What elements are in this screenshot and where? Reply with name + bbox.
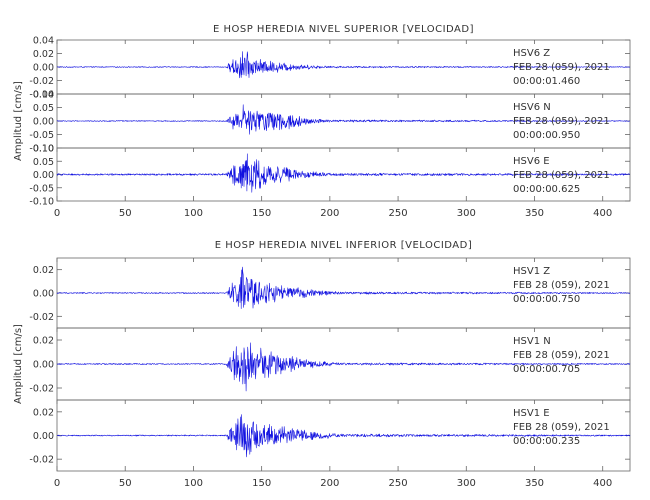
x-tick-label: 250 bbox=[389, 478, 408, 489]
y-axis-label: Amplitud [cm/s] bbox=[13, 81, 24, 161]
x-tick-label: 200 bbox=[320, 478, 339, 489]
y-tick-label: -0.05 bbox=[29, 183, 54, 194]
date-label: FEB 28 (059), 2021 bbox=[513, 116, 610, 127]
y-tick-label: 0.04 bbox=[33, 36, 54, 47]
y-tick-label: 0.05 bbox=[33, 103, 54, 114]
date-label: FEB 28 (059), 2021 bbox=[513, 62, 610, 73]
y-tick-label: 0.00 bbox=[33, 431, 54, 442]
x-tick-label: 50 bbox=[119, 478, 132, 489]
chart-title: E HOSP HEREDIA NIVEL SUPERIOR [VELOCIDAD… bbox=[213, 24, 474, 35]
date-label: FEB 28 (059), 2021 bbox=[513, 280, 610, 291]
y-tick-label: -0.05 bbox=[29, 130, 54, 141]
time-label: 00:00:00.235 bbox=[513, 436, 580, 447]
y-tick-label: 0.00 bbox=[33, 170, 54, 181]
x-tick-label: 100 bbox=[184, 208, 203, 219]
y-tick-label: 0.00 bbox=[33, 289, 54, 300]
date-label: FEB 28 (059), 2021 bbox=[513, 170, 610, 181]
y-tick-label: -0.02 bbox=[29, 312, 54, 323]
chart-group-2: E HOSP HEREDIA NIVEL INFERIOR [VELOCIDAD… bbox=[13, 240, 631, 489]
seismic-trace bbox=[56, 104, 631, 135]
channel-label: HSV6 E bbox=[513, 156, 550, 167]
y-tick-label: -0.02 bbox=[29, 76, 54, 87]
y-tick-label: -0.10 bbox=[29, 197, 54, 208]
channel-label: HSV1 N bbox=[513, 336, 551, 347]
x-tick-label: 100 bbox=[184, 478, 203, 489]
y-axis-label: Amplitud [cm/s] bbox=[13, 324, 24, 404]
seismic-trace bbox=[56, 342, 631, 392]
seismic-trace bbox=[56, 153, 631, 193]
time-label: 00:00:00.705 bbox=[513, 364, 580, 375]
trace-panel-3: 0.10 0.05 0.00 -0.05 -0.10 HSV6 E FEB 28 (059)… bbox=[29, 144, 631, 208]
y-tick-label: 0.00 bbox=[33, 117, 54, 128]
y-tick-label: -0.02 bbox=[29, 455, 54, 466]
y-tick-label: 0.02 bbox=[33, 49, 54, 60]
x-tick-label: 150 bbox=[252, 208, 271, 219]
trace-panel-2: 0.10 0.05 0.00 -0.05 -0.10 HSV6 N FEB 28 (059)… bbox=[29, 90, 631, 155]
time-label: 00:00:00.950 bbox=[513, 130, 580, 141]
chart-group-1: E HOSP HEREDIA NIVEL SUPERIOR [VELOCIDAD… bbox=[13, 24, 631, 219]
y-tick-label: 0.02 bbox=[33, 265, 54, 276]
channel-label: HSV6 Z bbox=[513, 48, 550, 59]
trace-panel-3: 0.02 0.00 -0.02 HSV1 E FEB 28 (059), 2021 00:… bbox=[29, 399, 631, 472]
y-tick-label: 0.00 bbox=[33, 63, 54, 74]
trace-panel-2: 0.02 0.00 -0.02 HSV1 N FEB 28 (059), 2021 00:… bbox=[29, 327, 631, 401]
time-label: 00:00:00.750 bbox=[513, 294, 580, 305]
x-tick-label: 400 bbox=[593, 208, 612, 219]
x-tick-label: 0 bbox=[54, 208, 60, 219]
seismic-trace bbox=[56, 51, 631, 79]
y-tick-label: -0.02 bbox=[29, 384, 54, 395]
seismic-trace bbox=[56, 266, 631, 309]
x-tick-label: 200 bbox=[320, 208, 339, 219]
trace-panel-1: 0.04 0.02 0.00 -0.02 -0.04 HSV6 Z FEB 28 (059)… bbox=[29, 36, 631, 101]
y-tick-label: 0.10 bbox=[33, 90, 54, 101]
y-tick-label: 0.02 bbox=[33, 336, 54, 347]
channel-label: HSV6 N bbox=[513, 102, 551, 113]
date-label: FEB 28 (059), 2021 bbox=[513, 350, 610, 361]
x-tick-label: 0 bbox=[54, 478, 60, 489]
time-label: 00:00:00.625 bbox=[513, 184, 580, 195]
seismic-trace bbox=[56, 414, 631, 458]
y-tick-label: 0.05 bbox=[33, 157, 54, 168]
x-tick-label: 300 bbox=[457, 478, 476, 489]
time-label: 00:00:01.460 bbox=[513, 76, 580, 87]
channel-label: HSV1 E bbox=[513, 408, 550, 419]
x-tick-label: 400 bbox=[593, 478, 612, 489]
x-tick-label: 150 bbox=[252, 478, 271, 489]
x-tick-label: 50 bbox=[119, 208, 132, 219]
channel-label: HSV1 Z bbox=[513, 266, 550, 277]
y-tick-label: 0.02 bbox=[33, 407, 54, 418]
x-tick-label: 300 bbox=[457, 208, 476, 219]
y-tick-label: 0.00 bbox=[33, 360, 54, 371]
trace-panel-1: 0.02 0.00 -0.02 HSV1 Z FEB 28 (059), 2021 00:… bbox=[29, 257, 631, 329]
y-tick-label: -0.10 bbox=[29, 144, 54, 155]
y-tick-label: 0.10 bbox=[33, 144, 54, 155]
x-tick-label: 350 bbox=[525, 478, 544, 489]
chart-title: E HOSP HEREDIA NIVEL INFERIOR [VELOCIDAD… bbox=[215, 240, 473, 251]
x-tick-label: 350 bbox=[525, 208, 544, 219]
x-tick-label: 250 bbox=[389, 208, 408, 219]
y-tick-label: -0.04 bbox=[29, 90, 54, 101]
date-label: FEB 28 (059), 2021 bbox=[513, 422, 610, 433]
